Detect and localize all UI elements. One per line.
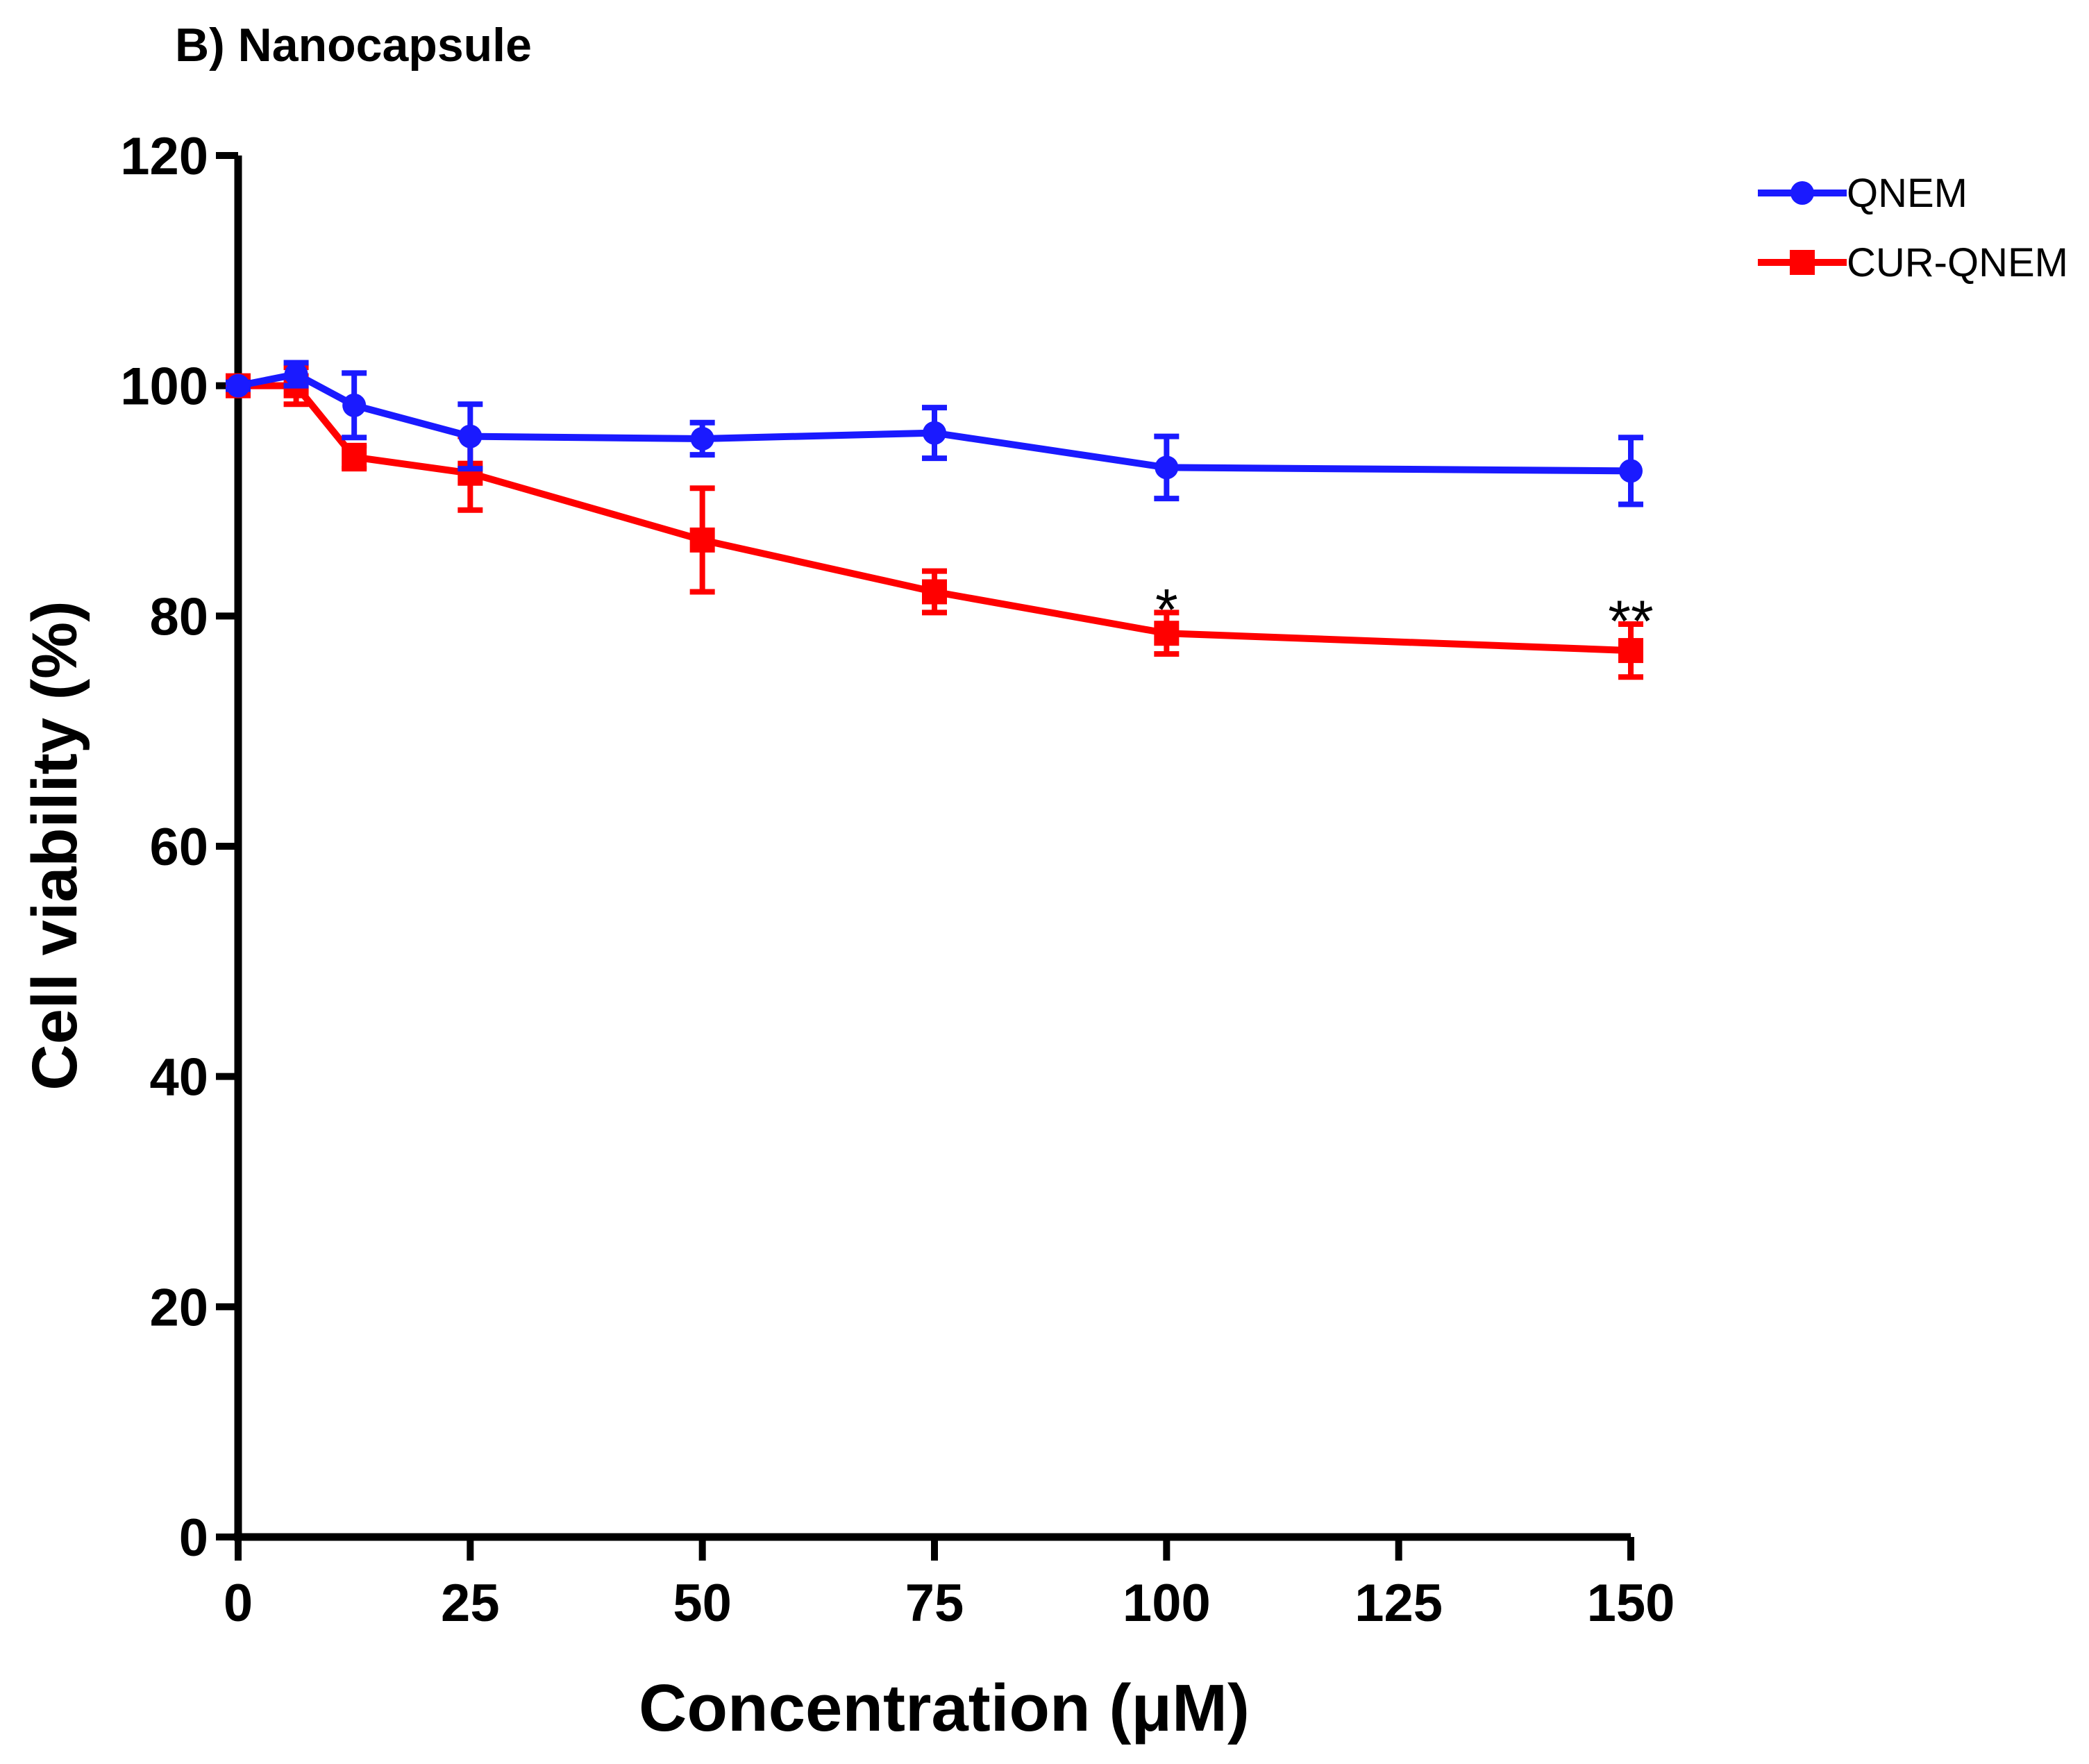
data-point — [1154, 621, 1180, 646]
data-point — [284, 362, 308, 387]
series-qnem — [226, 360, 1643, 507]
y-tick-label: 40 — [149, 1048, 208, 1107]
data-point — [690, 426, 714, 451]
data-point — [226, 373, 250, 398]
y-axis-label: Cell viability (%) — [19, 600, 90, 1091]
x-ticks: 0 25 50 75 100 125 150 — [224, 1537, 1675, 1633]
x-tick-label: 150 — [1587, 1574, 1675, 1633]
x-tick-label: 0 — [224, 1574, 253, 1633]
y-tick-label: 100 — [120, 358, 208, 417]
legend-item-cur-qnem: CUR-QNEM — [1758, 240, 2068, 285]
x-tick-label: 100 — [1123, 1574, 1211, 1633]
legend-swatch-marker — [1790, 181, 1814, 205]
data-point — [923, 421, 946, 445]
x-tick-label: 125 — [1354, 1574, 1443, 1633]
legend-label: QNEM — [1847, 171, 1968, 216]
chart-title: B) Nanocapsule — [175, 19, 532, 72]
y-tick-label: 0 — [179, 1509, 208, 1568]
x-tick-label: 25 — [441, 1574, 500, 1633]
data-point — [1619, 459, 1643, 483]
legend-label: CUR-QNEM — [1847, 240, 2068, 285]
annotation-layer: * ** — [1155, 577, 1654, 654]
data-point — [1155, 455, 1179, 480]
legend-item-qnem: QNEM — [1758, 171, 1968, 216]
legend-swatch-marker — [1790, 250, 1815, 275]
y-tick-label: 60 — [149, 818, 208, 877]
series-layer — [226, 360, 1643, 680]
significance-marker: ** — [1608, 589, 1653, 654]
significance-marker: * — [1155, 577, 1178, 642]
axes — [234, 156, 1631, 1541]
y-tick-label: 120 — [120, 127, 208, 186]
data-point — [342, 393, 367, 417]
y-tick-label: 80 — [149, 587, 208, 646]
x-tick-label: 50 — [673, 1574, 732, 1633]
legend: QNEM CUR-QNEM — [1758, 171, 2068, 285]
y-tick-label: 20 — [149, 1278, 208, 1337]
data-point — [342, 444, 367, 470]
x-axis-label: Concentration (μM) — [639, 1671, 1250, 1745]
x-tick-label: 75 — [905, 1574, 964, 1633]
data-point — [1618, 638, 1643, 664]
data-point — [689, 527, 715, 553]
y-ticks: 0 20 40 60 80 100 120 — [120, 127, 238, 1568]
data-point — [922, 579, 947, 605]
data-point — [458, 424, 483, 448]
